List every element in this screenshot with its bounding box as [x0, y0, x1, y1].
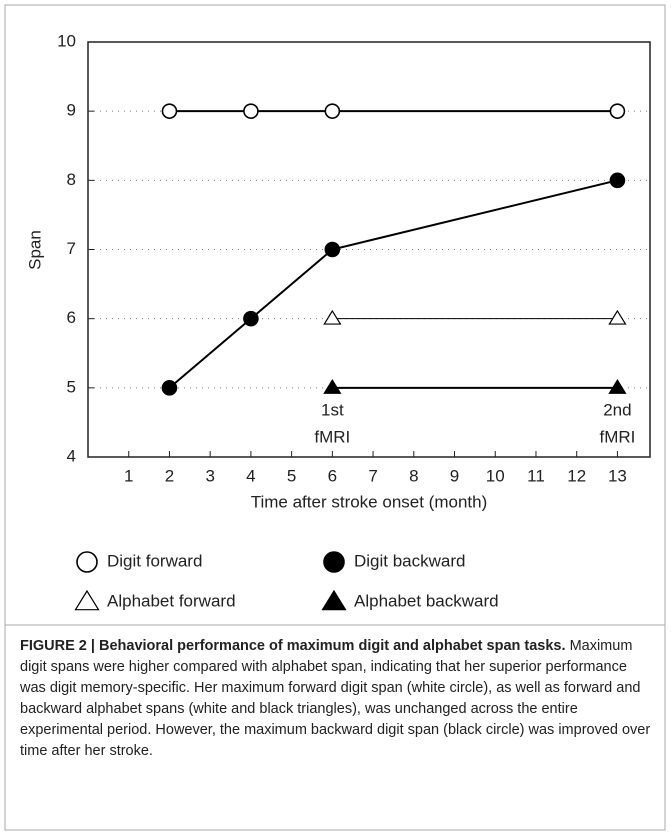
x-axis-label: Time after stroke onset (month): [251, 492, 488, 511]
annotation: fMRI: [314, 427, 350, 446]
x-tick-label: 4: [246, 466, 255, 485]
y-tick-label: 6: [67, 308, 76, 327]
y-tick-label: 7: [67, 239, 76, 258]
legend-label: Digit forward: [107, 551, 202, 570]
legend-label: Alphabet backward: [354, 591, 499, 610]
caption-title: FIGURE 2 | Behavioral performance of max…: [20, 638, 566, 654]
plot-border: [87, 41, 651, 458]
x-tick-label: 12: [567, 466, 586, 485]
data-point: [324, 103, 341, 119]
annotation: 1st: [321, 400, 344, 419]
x-tick-label: 5: [287, 466, 296, 485]
legend-marker: [321, 589, 347, 611]
data-point: [243, 310, 259, 327]
y-tick-label: 10: [57, 31, 76, 50]
caption-text: Maximum digit spans were higher compared…: [20, 638, 651, 759]
x-tick-label: 10: [486, 466, 505, 485]
x-tick-label: 2: [165, 466, 174, 485]
frame: [4, 4, 666, 831]
data-point: [161, 380, 178, 396]
data-point: [323, 378, 342, 394]
data-point: [609, 172, 626, 189]
y-tick-label: 5: [67, 377, 76, 396]
data-point: [161, 103, 178, 119]
x-tick-label: 3: [205, 466, 214, 485]
data-point: [324, 241, 341, 258]
legend-label: Alphabet forward: [107, 591, 236, 610]
y-axis-label: Span: [25, 230, 44, 270]
x-tick-label: 6: [328, 466, 337, 485]
legend-marker: [76, 551, 98, 573]
legend-marker: [74, 589, 100, 611]
y-tick-label: 9: [67, 101, 76, 120]
x-tick-label: 9: [450, 466, 459, 485]
caption: FIGURE 2 | Behavioral performance of max…: [20, 636, 652, 762]
x-tick-label: 8: [409, 466, 418, 485]
data-point: [323, 309, 342, 325]
data-point: [243, 103, 259, 119]
x-tick-label: 11: [527, 466, 545, 485]
annotation: 2nd: [603, 400, 631, 419]
x-tick-label: 1: [124, 466, 133, 485]
data-point: [608, 309, 627, 325]
data-point: [609, 103, 626, 119]
legend-marker: [323, 551, 345, 573]
y-tick-label: 4: [67, 446, 76, 465]
data-point: [608, 378, 627, 394]
x-tick-label: 7: [368, 466, 377, 485]
y-tick-label: 8: [67, 170, 76, 189]
x-tick-label: 13: [608, 466, 627, 485]
legend-label: Digit backward: [354, 551, 466, 570]
annotation: fMRI: [599, 427, 635, 446]
series-line: [168, 179, 618, 389]
